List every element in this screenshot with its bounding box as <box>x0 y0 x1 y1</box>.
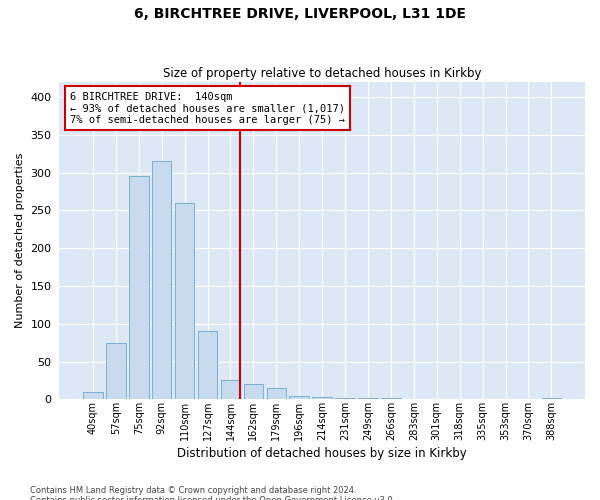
Bar <box>221 380 240 400</box>
Text: Contains HM Land Registry data © Crown copyright and database right 2024.: Contains HM Land Registry data © Crown c… <box>30 486 356 495</box>
Y-axis label: Number of detached properties: Number of detached properties <box>15 153 25 328</box>
Bar <box>266 388 286 400</box>
Bar <box>427 398 446 400</box>
X-axis label: Distribution of detached houses by size in Kirkby: Distribution of detached houses by size … <box>177 447 467 460</box>
Bar <box>381 398 401 400</box>
Bar <box>542 398 561 400</box>
Bar <box>129 176 149 400</box>
Bar <box>289 396 309 400</box>
Bar <box>313 397 332 400</box>
Text: 6, BIRCHTREE DRIVE, LIVERPOOL, L31 1DE: 6, BIRCHTREE DRIVE, LIVERPOOL, L31 1DE <box>134 8 466 22</box>
Text: Contains public sector information licensed under the Open Government Licence v3: Contains public sector information licen… <box>30 496 395 500</box>
Bar <box>404 398 424 400</box>
Bar <box>106 342 125 400</box>
Bar <box>244 384 263 400</box>
Bar <box>358 398 378 400</box>
Text: 6 BIRCHTREE DRIVE:  140sqm
← 93% of detached houses are smaller (1,017)
7% of se: 6 BIRCHTREE DRIVE: 140sqm ← 93% of detac… <box>70 92 345 125</box>
Bar <box>83 392 103 400</box>
Bar <box>198 332 217 400</box>
Bar <box>152 162 172 400</box>
Bar <box>335 398 355 400</box>
Bar <box>175 203 194 400</box>
Title: Size of property relative to detached houses in Kirkby: Size of property relative to detached ho… <box>163 66 481 80</box>
